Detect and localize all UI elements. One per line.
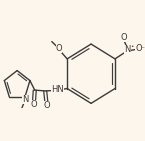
Text: O: O: [56, 44, 62, 53]
Text: N: N: [125, 45, 131, 54]
Text: N: N: [22, 95, 29, 104]
Text: O: O: [121, 33, 127, 42]
Text: O: O: [135, 44, 142, 53]
Text: ⁻: ⁻: [141, 44, 145, 53]
Text: •: •: [130, 44, 133, 49]
Text: O: O: [31, 100, 37, 109]
Text: HN: HN: [51, 85, 64, 94]
Text: O: O: [43, 101, 50, 110]
